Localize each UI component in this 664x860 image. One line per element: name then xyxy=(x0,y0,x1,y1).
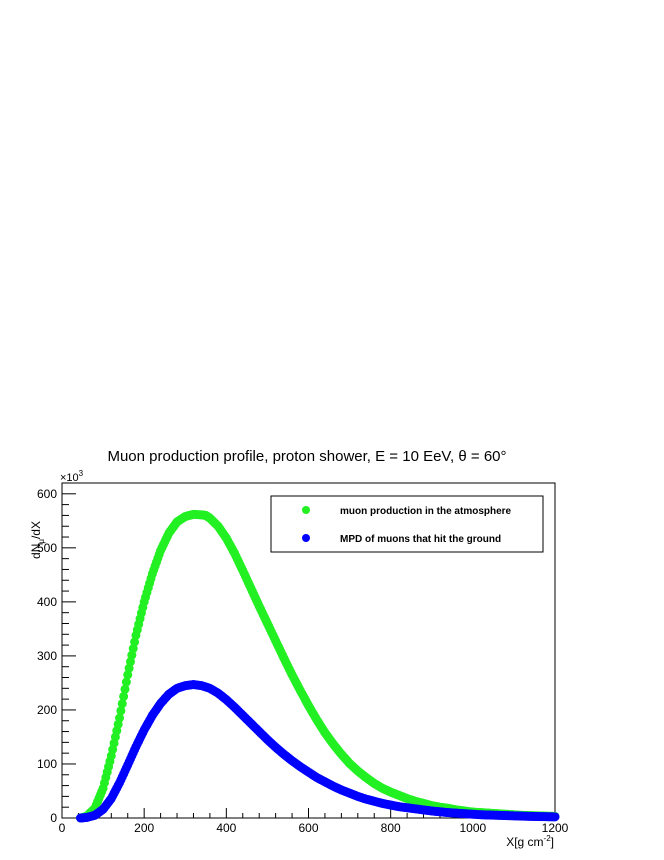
chart-title: Muon production profile, proton shower, … xyxy=(107,448,506,465)
x-axis-title-end: ] xyxy=(551,835,554,849)
x-tick-label: 800 xyxy=(381,821,401,835)
legend: muon production in the atmosphere MPD of… xyxy=(270,495,544,553)
y-tick-label: 400 xyxy=(37,595,57,609)
y-tick-label: 100 xyxy=(37,757,57,771)
svg-text:dNμ/dX: dNμ/dX xyxy=(29,521,46,559)
legend-marker-green xyxy=(302,506,310,514)
x-tick-label: 200 xyxy=(134,821,154,835)
y-axis-multiplier-exp: 3 xyxy=(79,469,84,478)
data-point-fill xyxy=(121,677,131,687)
legend-label-green: muon production in the atmosphere xyxy=(340,506,512,517)
data-point xyxy=(550,812,560,822)
y-tick-label: 0 xyxy=(50,811,57,825)
y-axis-multiplier-base: ×10 xyxy=(60,472,79,484)
x-axis-title-main: X[g cm xyxy=(506,835,543,849)
series-2 xyxy=(75,680,560,823)
x-tick-label: 400 xyxy=(216,821,236,835)
y-tick-label: 600 xyxy=(37,487,57,501)
y-axis-title-sub: μ xyxy=(37,539,46,544)
legend-box xyxy=(270,495,544,553)
y-axis-multiplier: ×103 xyxy=(60,469,84,484)
data-point xyxy=(115,713,125,723)
y-tick-label: 200 xyxy=(37,703,57,717)
legend-marker-blue xyxy=(302,534,310,542)
data-point-fill xyxy=(116,706,126,716)
data-point-fill xyxy=(119,691,129,701)
y-tick-label: 300 xyxy=(37,649,57,663)
y-axis-title: dNμ/dX xyxy=(29,521,46,559)
x-axis-title-sup: -2 xyxy=(544,834,552,843)
x-tick-label: 1000 xyxy=(459,821,486,835)
x-tick-label: 0 xyxy=(59,821,66,835)
series-1 xyxy=(75,509,560,823)
x-tick-label: 600 xyxy=(298,821,318,835)
y-axis-title-main: dN xyxy=(29,544,43,559)
y-axis-title-end: /dX xyxy=(29,521,43,539)
y-tick-label: 500 xyxy=(37,541,57,555)
x-axis-title: X[g cm-2] xyxy=(506,834,554,849)
legend-label-blue: MPD of muons that hit the ground xyxy=(340,534,501,545)
x-tick-label: 1200 xyxy=(542,821,569,835)
series-layer xyxy=(75,509,560,823)
data-point-fill xyxy=(120,684,130,694)
data-point-fill xyxy=(117,699,127,709)
